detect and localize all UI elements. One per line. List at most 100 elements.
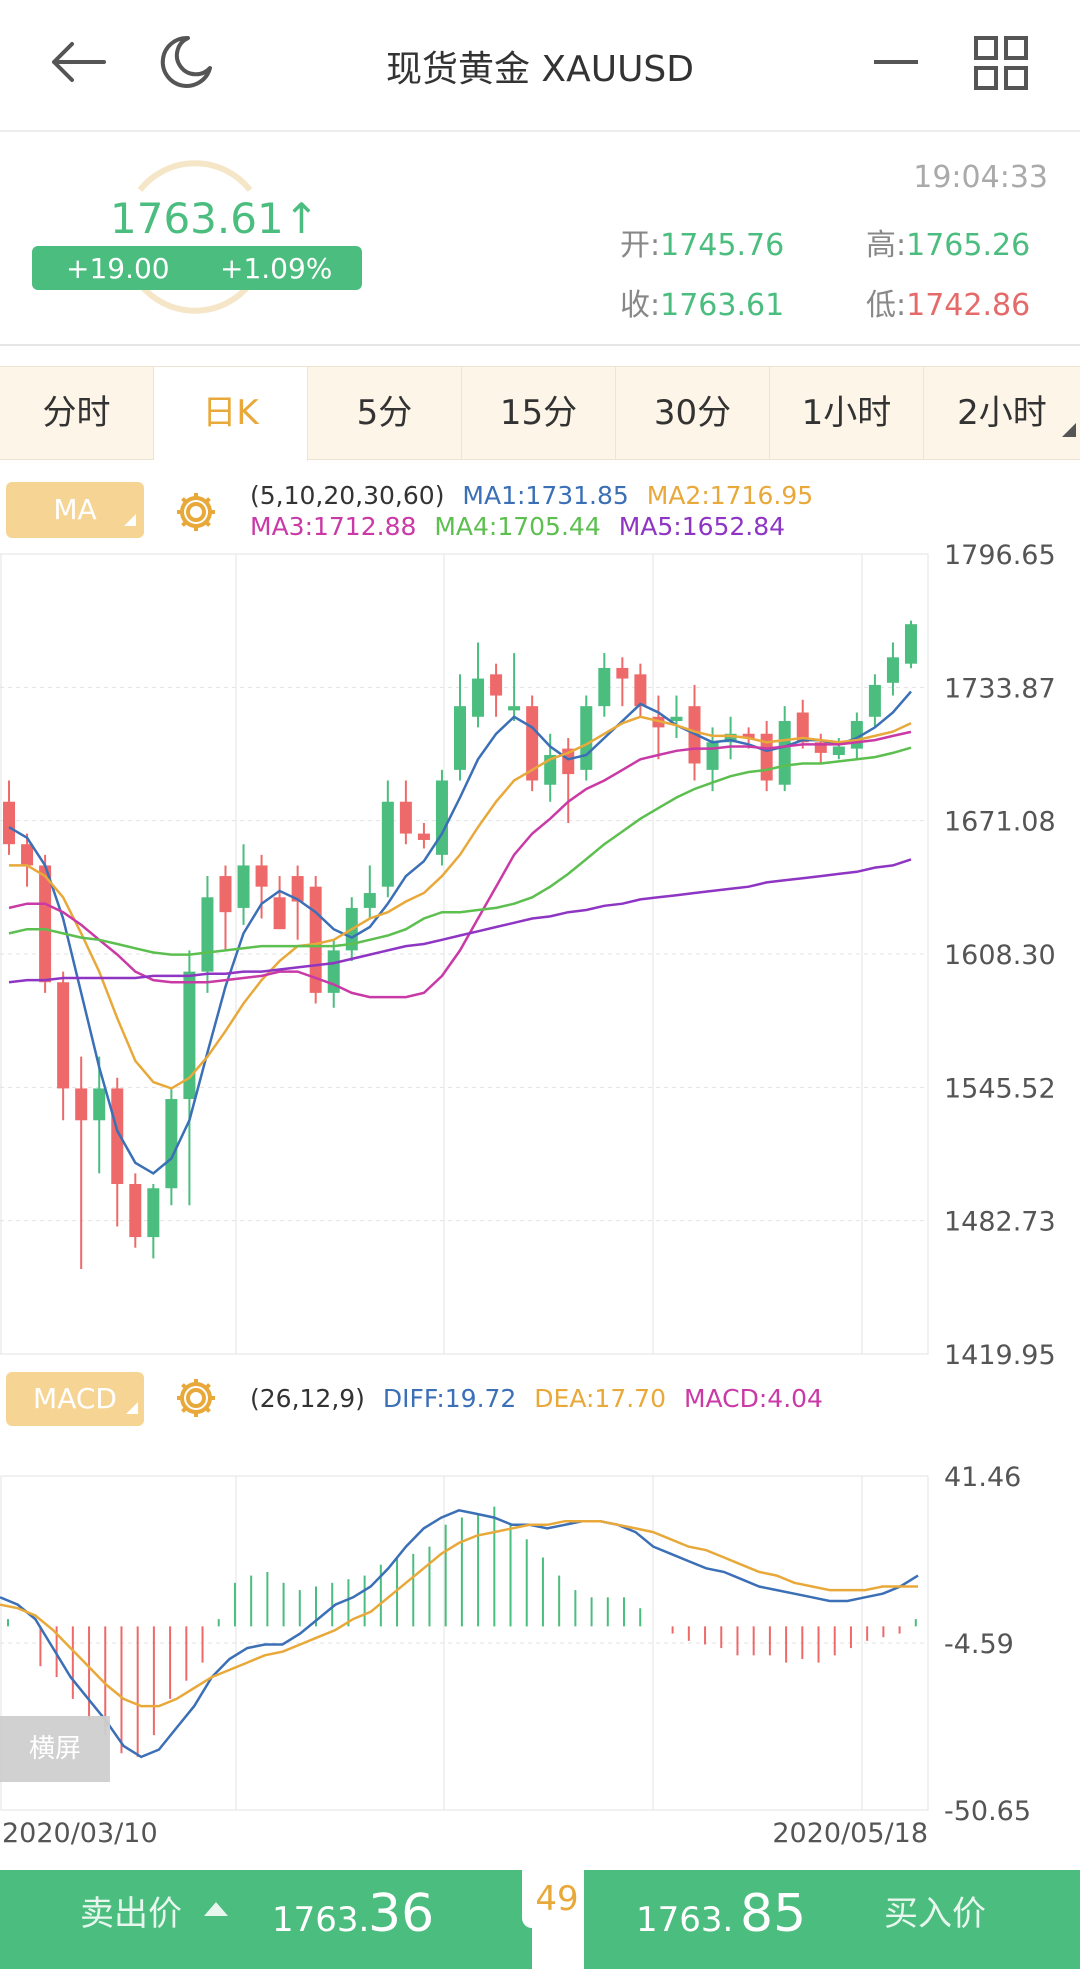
kline-y-tick-label: 1733.87: [944, 673, 1056, 704]
candle-body: [832, 746, 845, 756]
ma-button-label: MA: [53, 493, 97, 526]
ma-line-ma3: [8, 730, 912, 999]
landscape-button[interactable]: 横屏: [0, 1716, 110, 1782]
sell-button[interactable]: 卖出价 1763. 36: [0, 1870, 532, 1969]
tab-2hour[interactable]: 2小时: [924, 367, 1080, 459]
minus-icon[interactable]: [874, 60, 918, 66]
quote-panel: 1763.61↑ +19.00 +1.09% 19:04:33 开:1745.7…: [0, 132, 1080, 346]
candle-body: [724, 733, 737, 743]
buy-button[interactable]: 1763. 85 买入价: [584, 1870, 1080, 1969]
candle-body: [796, 712, 809, 743]
candle-body: [183, 971, 196, 1100]
ma-line-ma2: [9, 715, 912, 1090]
high-field: 高:1765.26: [866, 228, 1031, 263]
candle-body: [904, 624, 917, 664]
change-badge: +19.00 +1.09%: [32, 246, 362, 290]
macd-line-diff: [0, 1508, 919, 1759]
candle-body: [3, 801, 16, 845]
macd-settings-gear-icon[interactable]: [174, 1376, 218, 1420]
tab-timeshare[interactable]: 分时: [0, 367, 154, 459]
kline-y-tick-label: 1608.30: [944, 940, 1056, 971]
macd-y-tick-label: -50.65: [944, 1796, 1031, 1827]
macd-value: MACD:4.04: [683, 1384, 823, 1413]
candle-body: [111, 1088, 124, 1184]
macd-params: (26,12,9): [250, 1384, 365, 1413]
buy-price-int: 1763.: [636, 1900, 734, 1940]
corner-triangle-icon: [1062, 423, 1076, 437]
candle-body: [273, 897, 286, 930]
price-ring-decoration: [137, 160, 253, 314]
sell-price-int: 1763.: [272, 1900, 370, 1940]
kline-y-tick-label: 1671.08: [944, 807, 1056, 838]
kline-y-tick-label: 1419.95: [944, 1340, 1056, 1371]
macd-selector-button[interactable]: MACD: [6, 1372, 144, 1426]
close-value: 1763.61: [660, 288, 785, 323]
low-value: 1742.86: [906, 288, 1031, 323]
ma-line-ma5: [8, 858, 912, 984]
corner-triangle-icon: [126, 1402, 138, 1414]
ma-settings-gear-icon[interactable]: [174, 490, 218, 534]
grid-icon[interactable]: [974, 36, 1028, 90]
ma2-value: MA2:1716.95: [646, 481, 814, 510]
tab-1hour[interactable]: 1小时: [770, 367, 924, 459]
tab-5min[interactable]: 5分: [308, 367, 462, 459]
tab-15min[interactable]: 15分: [462, 367, 616, 459]
macd-line-dea: [0, 1519, 918, 1708]
candle-body: [399, 801, 412, 834]
macd-grid: [0, 1475, 929, 1811]
ma-params: (5,10,20,30,60): [250, 481, 445, 510]
moon-icon[interactable]: [158, 34, 214, 90]
period-tabs: 分时 日K 5分 15分 30分 1小时 2小时: [0, 366, 1080, 461]
dea-value: DEA:17.70: [534, 1384, 666, 1413]
macd-lines-layer: [0, 1508, 919, 1759]
candle-body: [147, 1188, 160, 1238]
current-price: 1763.61↑: [110, 194, 319, 243]
ma5-value: MA5:1652.84: [618, 512, 786, 541]
ma1-value: MA1:1731.85: [462, 481, 629, 510]
candle-body: [634, 674, 647, 707]
candle-body: [363, 893, 376, 908]
change-value: +19.00: [66, 252, 170, 285]
kline-y-tick-label: 1545.52: [944, 1073, 1056, 1104]
up-arrow-icon: ↑: [283, 194, 319, 243]
candle-body: [508, 706, 521, 711]
ma-legend-row1: (5,10,20,30,60) MA1:1731.85 MA2:1716.95: [250, 481, 813, 510]
sell-label: 卖出价: [80, 1894, 182, 1934]
change-percent: +1.09%: [220, 252, 333, 285]
candle-body: [219, 876, 232, 913]
ma4-value: MA4:1705.44: [434, 512, 601, 541]
candle-body: [580, 706, 593, 770]
low-field: 低:1742.86: [866, 288, 1031, 323]
x-axis-end-label: 2020/05/18: [772, 1818, 928, 1849]
x-axis-start-label: 2020/03/10: [2, 1818, 158, 1849]
kline-chart[interactable]: 1796.65 1733.87 1671.08 1608.30 1545.52 1482.…: [0, 0, 1080, 1868]
candle-body: [75, 1088, 88, 1121]
ma-selector-button[interactable]: MA: [6, 482, 144, 538]
macd-y-tick-label: -4.59: [944, 1629, 1014, 1660]
candle-body: [490, 674, 503, 696]
top-bar: 现货黄金 XAUUSD: [0, 0, 1080, 132]
candle-body: [129, 1183, 142, 1238]
macd-button-label: MACD: [33, 1382, 117, 1415]
ma-line-ma4: [8, 746, 912, 956]
candle-body: [814, 742, 827, 753]
candle-body: [742, 733, 755, 739]
candle-body: [706, 742, 719, 770]
macd-y-tick-label: 41.46: [944, 1462, 1021, 1493]
tab-daily-k[interactable]: 日K: [154, 367, 308, 461]
kline-grid: [0, 553, 929, 1810]
candle-body: [868, 684, 881, 717]
sell-price-dec: 36: [368, 1884, 435, 1944]
candle-body: [291, 876, 304, 902]
diff-value: DIFF:19.72: [382, 1384, 517, 1413]
candle-body: [778, 721, 791, 785]
corner-triangle-icon: [124, 514, 136, 526]
candle-body: [435, 780, 448, 855]
candle-body: [417, 833, 430, 840]
back-arrow-icon[interactable]: [48, 38, 108, 86]
macd-legend: (26,12,9) DIFF:19.72 DEA:17.70 MACD:4.04: [250, 1384, 823, 1413]
tab-30min[interactable]: 30分: [616, 367, 770, 459]
candle-body: [237, 865, 250, 908]
ma-lines-layer: [8, 690, 912, 1175]
buy-label: 买入价: [884, 1894, 986, 1934]
